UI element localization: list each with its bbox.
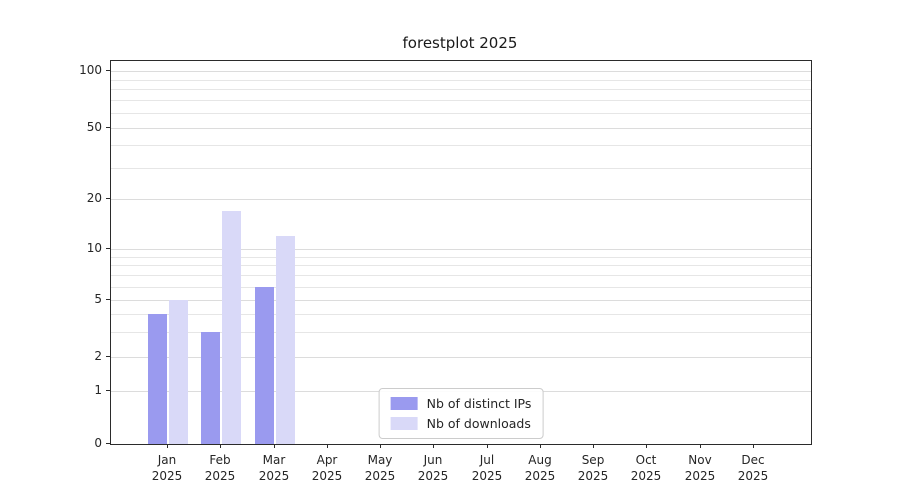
- x-tick-label: Mar 2025: [258, 453, 290, 483]
- x-tick-mark: [700, 444, 701, 448]
- y-tick-label: 2: [94, 349, 102, 363]
- gridline: [111, 89, 811, 90]
- gridline: [111, 100, 811, 101]
- x-tick-mark: [274, 444, 275, 448]
- x-tick-mark: [433, 444, 434, 448]
- y-tick-label: 20: [86, 191, 102, 205]
- x-tick-label: Nov 2025: [684, 453, 716, 483]
- y-tick-mark: [106, 70, 110, 71]
- gridline: [111, 265, 811, 266]
- chart-title: forestplot 2025: [402, 34, 518, 52]
- y-tick-mark: [106, 127, 110, 128]
- y-tick-mark: [106, 356, 110, 357]
- gridline: [111, 145, 811, 146]
- x-tick-mark: [327, 444, 328, 448]
- x-tick-label: Sep 2025: [577, 453, 609, 483]
- legend-label-downloads: Nb of downloads: [426, 416, 531, 431]
- gridline: [111, 287, 811, 288]
- x-tick-mark: [167, 444, 168, 448]
- x-tick-label: Jun 2025: [417, 453, 449, 483]
- legend-swatch-downloads: [390, 417, 418, 430]
- plot-area: Nb of distinct IPs Nb of downloads: [110, 60, 812, 445]
- gridline: [111, 128, 811, 129]
- legend-swatch-distinct-ips: [390, 397, 418, 410]
- x-tick-label: Jan 2025: [151, 453, 183, 483]
- x-tick-label: Dec 2025: [737, 453, 769, 483]
- x-tick-label: Aug 2025: [524, 453, 556, 483]
- x-tick-label: Apr 2025: [311, 453, 343, 483]
- y-tick-label: 10: [86, 241, 102, 255]
- bar-distinct-ips: [148, 314, 167, 444]
- y-tick-mark: [106, 443, 110, 444]
- gridline: [111, 257, 811, 258]
- y-tick-mark: [106, 299, 110, 300]
- legend-item-downloads: Nb of downloads: [390, 416, 532, 431]
- bar-downloads: [222, 211, 241, 444]
- y-tick-mark: [106, 390, 110, 391]
- gridline: [111, 168, 811, 169]
- legend-item-distinct-ips: Nb of distinct IPs: [390, 396, 532, 411]
- gridline: [111, 80, 811, 81]
- legend: Nb of distinct IPs Nb of downloads: [378, 388, 544, 439]
- legend-label-distinct-ips: Nb of distinct IPs: [426, 396, 532, 411]
- x-tick-mark: [487, 444, 488, 448]
- x-tick-mark: [753, 444, 754, 448]
- gridline: [111, 249, 811, 250]
- gridline: [111, 113, 811, 114]
- gridline: [111, 71, 811, 72]
- x-tick-label: Oct 2025: [630, 453, 662, 483]
- gridline: [111, 275, 811, 276]
- y-tick-label: 5: [94, 292, 102, 306]
- x-tick-mark: [380, 444, 381, 448]
- y-tick-mark: [106, 248, 110, 249]
- gridline: [111, 199, 811, 200]
- y-tick-label: 50: [86, 120, 102, 134]
- y-tick-label: 1: [94, 383, 102, 397]
- gridline: [111, 357, 811, 358]
- bar-distinct-ips: [255, 287, 274, 444]
- x-tick-label: May 2025: [364, 453, 396, 483]
- bar-downloads: [169, 300, 188, 444]
- x-tick-label: Feb 2025: [204, 453, 236, 483]
- y-tick-label: 0: [94, 436, 102, 450]
- bar-downloads: [276, 236, 295, 444]
- y-tick-label: 100: [79, 63, 102, 77]
- x-tick-mark: [540, 444, 541, 448]
- x-tick-label: Jul 2025: [471, 453, 503, 483]
- gridline: [111, 314, 811, 315]
- y-tick-mark: [106, 198, 110, 199]
- x-tick-mark: [593, 444, 594, 448]
- bar-distinct-ips: [201, 332, 220, 444]
- x-tick-mark: [220, 444, 221, 448]
- gridline: [111, 332, 811, 333]
- gridline: [111, 300, 811, 301]
- x-tick-mark: [646, 444, 647, 448]
